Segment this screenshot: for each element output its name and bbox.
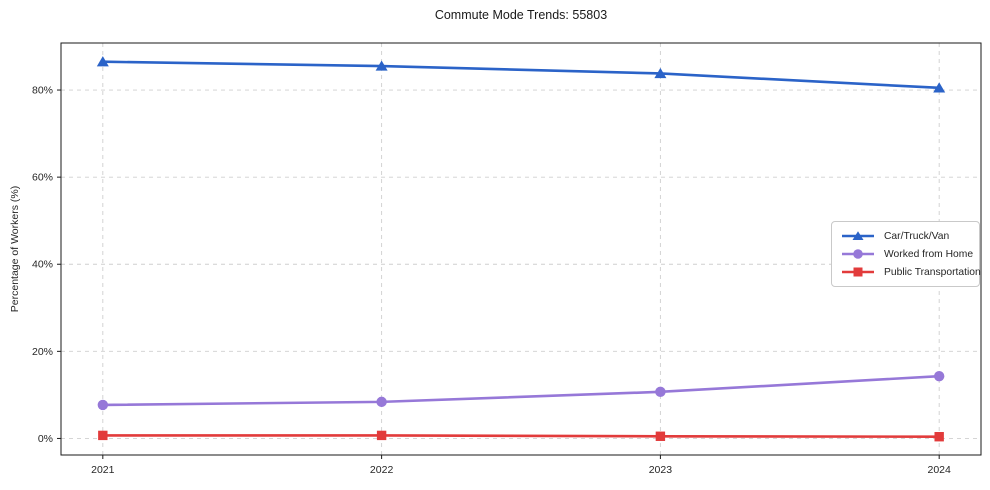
data-point — [933, 370, 945, 382]
data-point — [96, 56, 109, 67]
legend-item: Public Transportation — [840, 263, 981, 281]
y-tick-label: 20% — [32, 346, 53, 358]
data-point — [97, 399, 109, 411]
x-tick-label: 2024 — [928, 464, 952, 476]
data-point — [655, 431, 666, 441]
data-point — [933, 82, 946, 93]
data-point — [376, 430, 387, 441]
legend-label: Worked from Home — [884, 248, 974, 260]
data-point — [376, 396, 387, 408]
y-tick-label: 0% — [38, 433, 53, 445]
legend-item: Car/Truck/Van — [840, 227, 971, 245]
legend-triangle-marker-icon — [842, 231, 874, 240]
legend-item: Worked from Home — [840, 245, 974, 263]
legend-circle-marker-icon — [842, 249, 874, 259]
y-tick-label: 80% — [32, 85, 53, 97]
data-point — [654, 67, 667, 79]
x-tick-label: 2023 — [649, 464, 673, 476]
y-tick-label: 40% — [32, 259, 53, 271]
data-point — [375, 60, 388, 71]
plot-border — [60, 42, 982, 456]
series-line-car-truck-van — [101, 60, 941, 90]
x-tick-label: 2021 — [91, 464, 115, 476]
data-point — [934, 432, 944, 442]
series-line-worked-from-home — [101, 374, 941, 407]
legend-label: Car/Truck/Van — [884, 230, 950, 242]
x-tick-label: 2022 — [370, 464, 394, 476]
series-line-public-transportation — [101, 434, 941, 439]
chart-title: Commute Mode Trends: 55803 — [434, 8, 608, 22]
legend-label: Public Transportation — [884, 266, 981, 278]
y-tick-label: 60% — [32, 172, 53, 184]
legend: Car/Truck/Van Worked from Home Public Tran… — [831, 221, 981, 287]
legend-square-marker-icon — [842, 267, 874, 277]
data-point — [655, 386, 666, 398]
data-point — [98, 430, 108, 441]
